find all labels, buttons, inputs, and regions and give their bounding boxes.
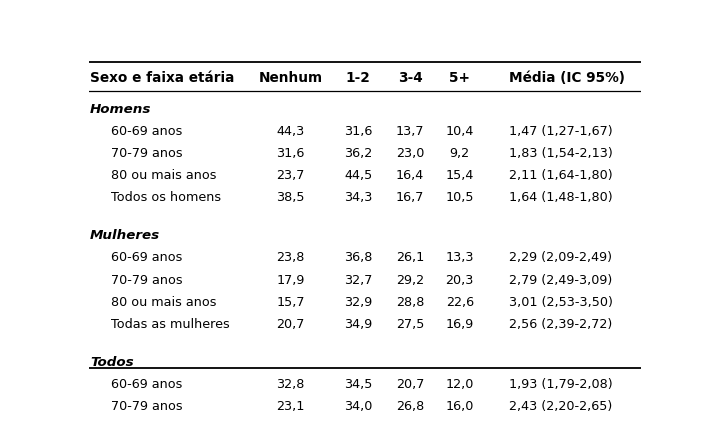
Text: 34,3: 34,3 [344, 191, 372, 204]
Text: 1-2: 1-2 [346, 71, 371, 85]
Text: 1,64 (1,48-1,80): 1,64 (1,48-1,80) [510, 191, 613, 204]
Text: 3,01 (2,53-3,50): 3,01 (2,53-3,50) [510, 296, 613, 309]
Text: 2,79 (2,49-3,09): 2,79 (2,49-3,09) [510, 274, 613, 287]
Text: Homens: Homens [90, 103, 152, 116]
Text: Média (IC 95%): Média (IC 95%) [510, 71, 625, 85]
Text: 31,6: 31,6 [344, 125, 372, 138]
Text: 70-79 anos: 70-79 anos [111, 274, 183, 287]
Text: 5+: 5+ [449, 71, 471, 85]
Text: 1,93 (1,79-2,08): 1,93 (1,79-2,08) [510, 378, 613, 391]
Text: 16,0: 16,0 [446, 400, 474, 413]
Text: 23,1: 23,1 [276, 400, 305, 413]
Text: 2,56 (2,39-2,72): 2,56 (2,39-2,72) [510, 317, 613, 330]
Text: 23,0: 23,0 [396, 147, 424, 160]
Text: 23,8: 23,8 [276, 251, 305, 264]
Text: 1,83 (1,54-2,13): 1,83 (1,54-2,13) [510, 147, 613, 160]
Text: 16,9: 16,9 [446, 317, 474, 330]
Text: 70-79 anos: 70-79 anos [111, 147, 183, 160]
Text: 36,2: 36,2 [344, 147, 372, 160]
Text: 80 ou mais anos: 80 ou mais anos [111, 296, 216, 309]
Text: 15,7: 15,7 [276, 296, 305, 309]
Text: 12,0: 12,0 [446, 378, 474, 391]
Text: 28,8: 28,8 [396, 296, 424, 309]
Text: 22,6: 22,6 [446, 296, 474, 309]
Text: 60-69 anos: 60-69 anos [111, 378, 182, 391]
Text: 16,4: 16,4 [396, 169, 424, 182]
Text: 2,43 (2,20-2,65): 2,43 (2,20-2,65) [510, 400, 613, 413]
Text: Sexo e faixa etária: Sexo e faixa etária [90, 71, 234, 85]
Text: Todos os homens: Todos os homens [111, 191, 221, 204]
Text: 31,6: 31,6 [276, 147, 305, 160]
Text: 10,4: 10,4 [446, 125, 474, 138]
Text: 44,3: 44,3 [276, 125, 305, 138]
Text: 16,7: 16,7 [396, 191, 424, 204]
Text: 20,7: 20,7 [276, 317, 305, 330]
Text: 38,5: 38,5 [276, 191, 305, 204]
Text: 17,9: 17,9 [276, 274, 305, 287]
Text: 60-69 anos: 60-69 anos [111, 125, 182, 138]
Text: 34,5: 34,5 [344, 378, 372, 391]
Text: 70-79 anos: 70-79 anos [111, 400, 183, 413]
Text: 13,7: 13,7 [396, 125, 424, 138]
Text: Mulheres: Mulheres [90, 229, 160, 242]
Text: 60-69 anos: 60-69 anos [111, 251, 182, 264]
Text: 32,8: 32,8 [276, 378, 305, 391]
Text: 44,5: 44,5 [344, 169, 372, 182]
Text: 34,0: 34,0 [344, 400, 372, 413]
Text: 3-4: 3-4 [398, 71, 422, 85]
Text: 9,2: 9,2 [450, 147, 470, 160]
Text: 36,8: 36,8 [344, 251, 372, 264]
Text: 27,5: 27,5 [396, 317, 424, 330]
Text: 20,3: 20,3 [446, 274, 474, 287]
Text: 2,11 (1,64-1,80): 2,11 (1,64-1,80) [510, 169, 613, 182]
Text: Todas as mulheres: Todas as mulheres [111, 317, 230, 330]
Text: Nenhum: Nenhum [258, 71, 323, 85]
Text: 23,7: 23,7 [276, 169, 305, 182]
Text: 29,2: 29,2 [396, 274, 424, 287]
Text: 1,47 (1,27-1,67): 1,47 (1,27-1,67) [510, 125, 613, 138]
Text: 15,4: 15,4 [446, 169, 474, 182]
Text: 10,5: 10,5 [446, 191, 474, 204]
Text: 26,1: 26,1 [396, 251, 424, 264]
Text: 80 ou mais anos: 80 ou mais anos [111, 169, 216, 182]
Text: 13,3: 13,3 [446, 251, 474, 264]
Text: 32,7: 32,7 [344, 274, 372, 287]
Text: 26,8: 26,8 [396, 400, 424, 413]
Text: 2,29 (2,09-2,49): 2,29 (2,09-2,49) [510, 251, 612, 264]
Text: Todos: Todos [90, 356, 134, 369]
Text: 32,9: 32,9 [344, 296, 372, 309]
Text: 34,9: 34,9 [344, 317, 372, 330]
Text: 20,7: 20,7 [396, 378, 424, 391]
